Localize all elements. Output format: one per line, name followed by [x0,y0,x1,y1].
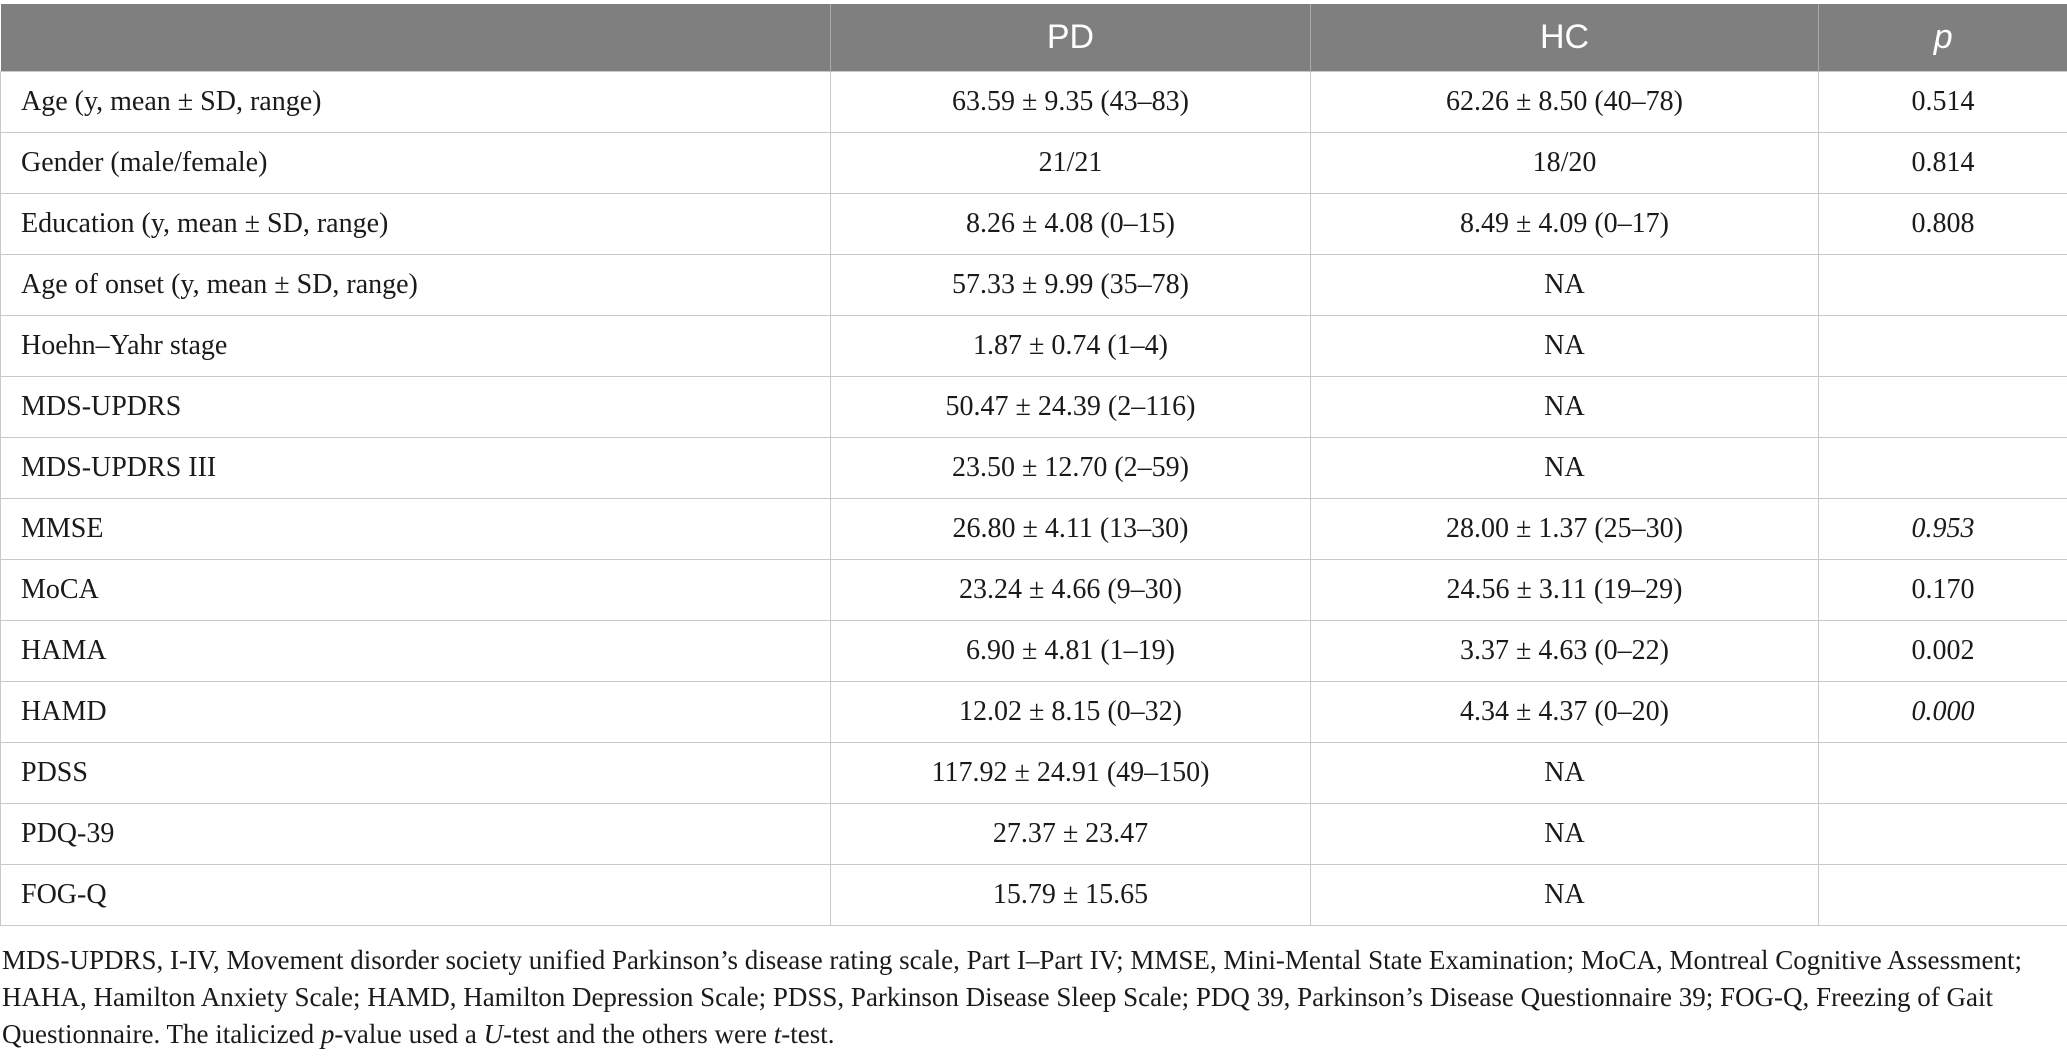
footnote-text-3: -test and the others were [503,1019,774,1049]
row-label-cell: HAMD [0,681,831,743]
footnote-text-2: -value used a [334,1019,484,1049]
row-label-cell: Hoehn–Yahr stage [0,315,831,377]
hc-value-cell: NA [1310,864,1819,926]
footnote-p-italic: p [320,1019,335,1049]
table-body: Age (y, mean ± SD, range) 63.59 ± 9.35 (4… [0,71,2067,926]
table-container: PD HC p Age (y, mean ± SD, range) 63.59 ±… [0,4,2067,926]
row-label-cell: Age of onset (y, mean ± SD, range) [0,254,831,316]
table-row: FOG-Q 15.79 ± 15.65 NA [0,864,2067,926]
row-label-cell: FOG-Q [0,864,831,926]
pd-value-cell: 1.87 ± 0.74 (1–4) [830,315,1311,377]
table-row: MoCA 23.24 ± 4.66 (9–30) 24.56 ± 3.11 (19–… [0,559,2067,621]
hc-value-cell: 62.26 ± 8.50 (40–78) [1310,71,1819,133]
footnote-t-italic: t [773,1019,782,1049]
p-value-cell: 0.814 [1818,132,2067,194]
footnote-text: MDS-UPDRS, I-IV, Movement disorder socie… [2,945,2023,1049]
row-label-cell: MDS-UPDRS [0,376,831,438]
row-label-cell: Age (y, mean ± SD, range) [0,71,831,133]
header-variable [0,4,831,72]
hc-value-cell: NA [1310,254,1819,316]
table-row: Education (y, mean ± SD, range) 8.26 ± 4.… [0,193,2067,255]
table-row: MMSE 26.80 ± 4.11 (13–30) 28.00 ± 1.37 (25… [0,498,2067,560]
p-value-cell [1818,803,2067,865]
p-value-cell [1818,254,2067,316]
row-label-cell: MMSE [0,498,831,560]
table-row: PDQ-39 27.37 ± 23.47 NA [0,803,2067,865]
row-label-cell: PDQ-39 [0,803,831,865]
table-row: Age (y, mean ± SD, range) 63.59 ± 9.35 (4… [0,71,2067,133]
table-row: Age of onset (y, mean ± SD, range) 57.33 … [0,254,2067,316]
pd-value-cell: 27.37 ± 23.47 [830,803,1311,865]
table-row: MDS-UPDRS III 23.50 ± 12.70 (2–59) NA [0,437,2067,499]
pd-value-cell: 23.50 ± 12.70 (2–59) [830,437,1311,499]
table-row: HAMD 12.02 ± 8.15 (0–32) 4.34 ± 4.37 (0–20… [0,681,2067,743]
hc-value-cell: 28.00 ± 1.37 (25–30) [1310,498,1819,560]
hc-value-cell: 3.37 ± 4.63 (0–22) [1310,620,1819,682]
footnote-text-4: -test. [781,1019,835,1049]
p-value-cell [1818,437,2067,499]
p-value-cell: 0.002 [1818,620,2067,682]
row-label-cell: MoCA [0,559,831,621]
header-pd: PD [830,4,1311,72]
row-label-cell: HAMA [0,620,831,682]
pd-value-cell: 57.33 ± 9.99 (35–78) [830,254,1311,316]
hc-value-cell: NA [1310,376,1819,438]
pd-value-cell: 21/21 [830,132,1311,194]
table-row: MDS-UPDRS 50.47 ± 24.39 (2–116) NA [0,376,2067,438]
table-header-row: PD HC p [0,4,2067,72]
pd-value-cell: 50.47 ± 24.39 (2–116) [830,376,1311,438]
pd-value-cell: 23.24 ± 4.66 (9–30) [830,559,1311,621]
header-hc: HC [1310,4,1819,72]
table-footnote: MDS-UPDRS, I-IV, Movement disorder socie… [2,942,2052,1053]
pd-value-cell: 15.79 ± 15.65 [830,864,1311,926]
pd-value-cell: 8.26 ± 4.08 (0–15) [830,193,1311,255]
hc-value-cell: NA [1310,803,1819,865]
p-value-cell: 0.514 [1818,71,2067,133]
demographics-table: PD HC p Age (y, mean ± SD, range) 63.59 ±… [0,4,2067,926]
table-row: Hoehn–Yahr stage 1.87 ± 0.74 (1–4) NA [0,315,2067,377]
table-row: PDSS 117.92 ± 24.91 (49–150) NA [0,742,2067,804]
hc-value-cell: 24.56 ± 3.11 (19–29) [1310,559,1819,621]
table-row: Gender (male/female) 21/21 18/20 0.814 [0,132,2067,194]
row-label-cell: Education (y, mean ± SD, range) [0,193,831,255]
hc-value-cell: NA [1310,315,1819,377]
row-label-cell: Gender (male/female) [0,132,831,194]
p-value-cell [1818,376,2067,438]
hc-value-cell: 8.49 ± 4.09 (0–17) [1310,193,1819,255]
p-value-cell: 0.000 [1818,681,2067,743]
pd-value-cell: 26.80 ± 4.11 (13–30) [830,498,1311,560]
hc-value-cell: NA [1310,437,1819,499]
header-p: p [1818,4,2067,72]
p-value-cell [1818,315,2067,377]
pd-value-cell: 12.02 ± 8.15 (0–32) [830,681,1311,743]
p-value-cell: 0.170 [1818,559,2067,621]
hc-value-cell: NA [1310,742,1819,804]
pd-value-cell: 6.90 ± 4.81 (1–19) [830,620,1311,682]
hc-value-cell: 4.34 ± 4.37 (0–20) [1310,681,1819,743]
pd-value-cell: 117.92 ± 24.91 (49–150) [830,742,1311,804]
row-label-cell: PDSS [0,742,831,804]
p-value-cell: 0.953 [1818,498,2067,560]
pd-value-cell: 63.59 ± 9.35 (43–83) [830,71,1311,133]
p-value-cell [1818,742,2067,804]
hc-value-cell: 18/20 [1310,132,1819,194]
table-row: HAMA 6.90 ± 4.81 (1–19) 3.37 ± 4.63 (0–22)… [0,620,2067,682]
p-value-cell [1818,864,2067,926]
row-label-cell: MDS-UPDRS III [0,437,831,499]
footnote-u-italic: U [483,1019,504,1049]
p-value-cell: 0.808 [1818,193,2067,255]
